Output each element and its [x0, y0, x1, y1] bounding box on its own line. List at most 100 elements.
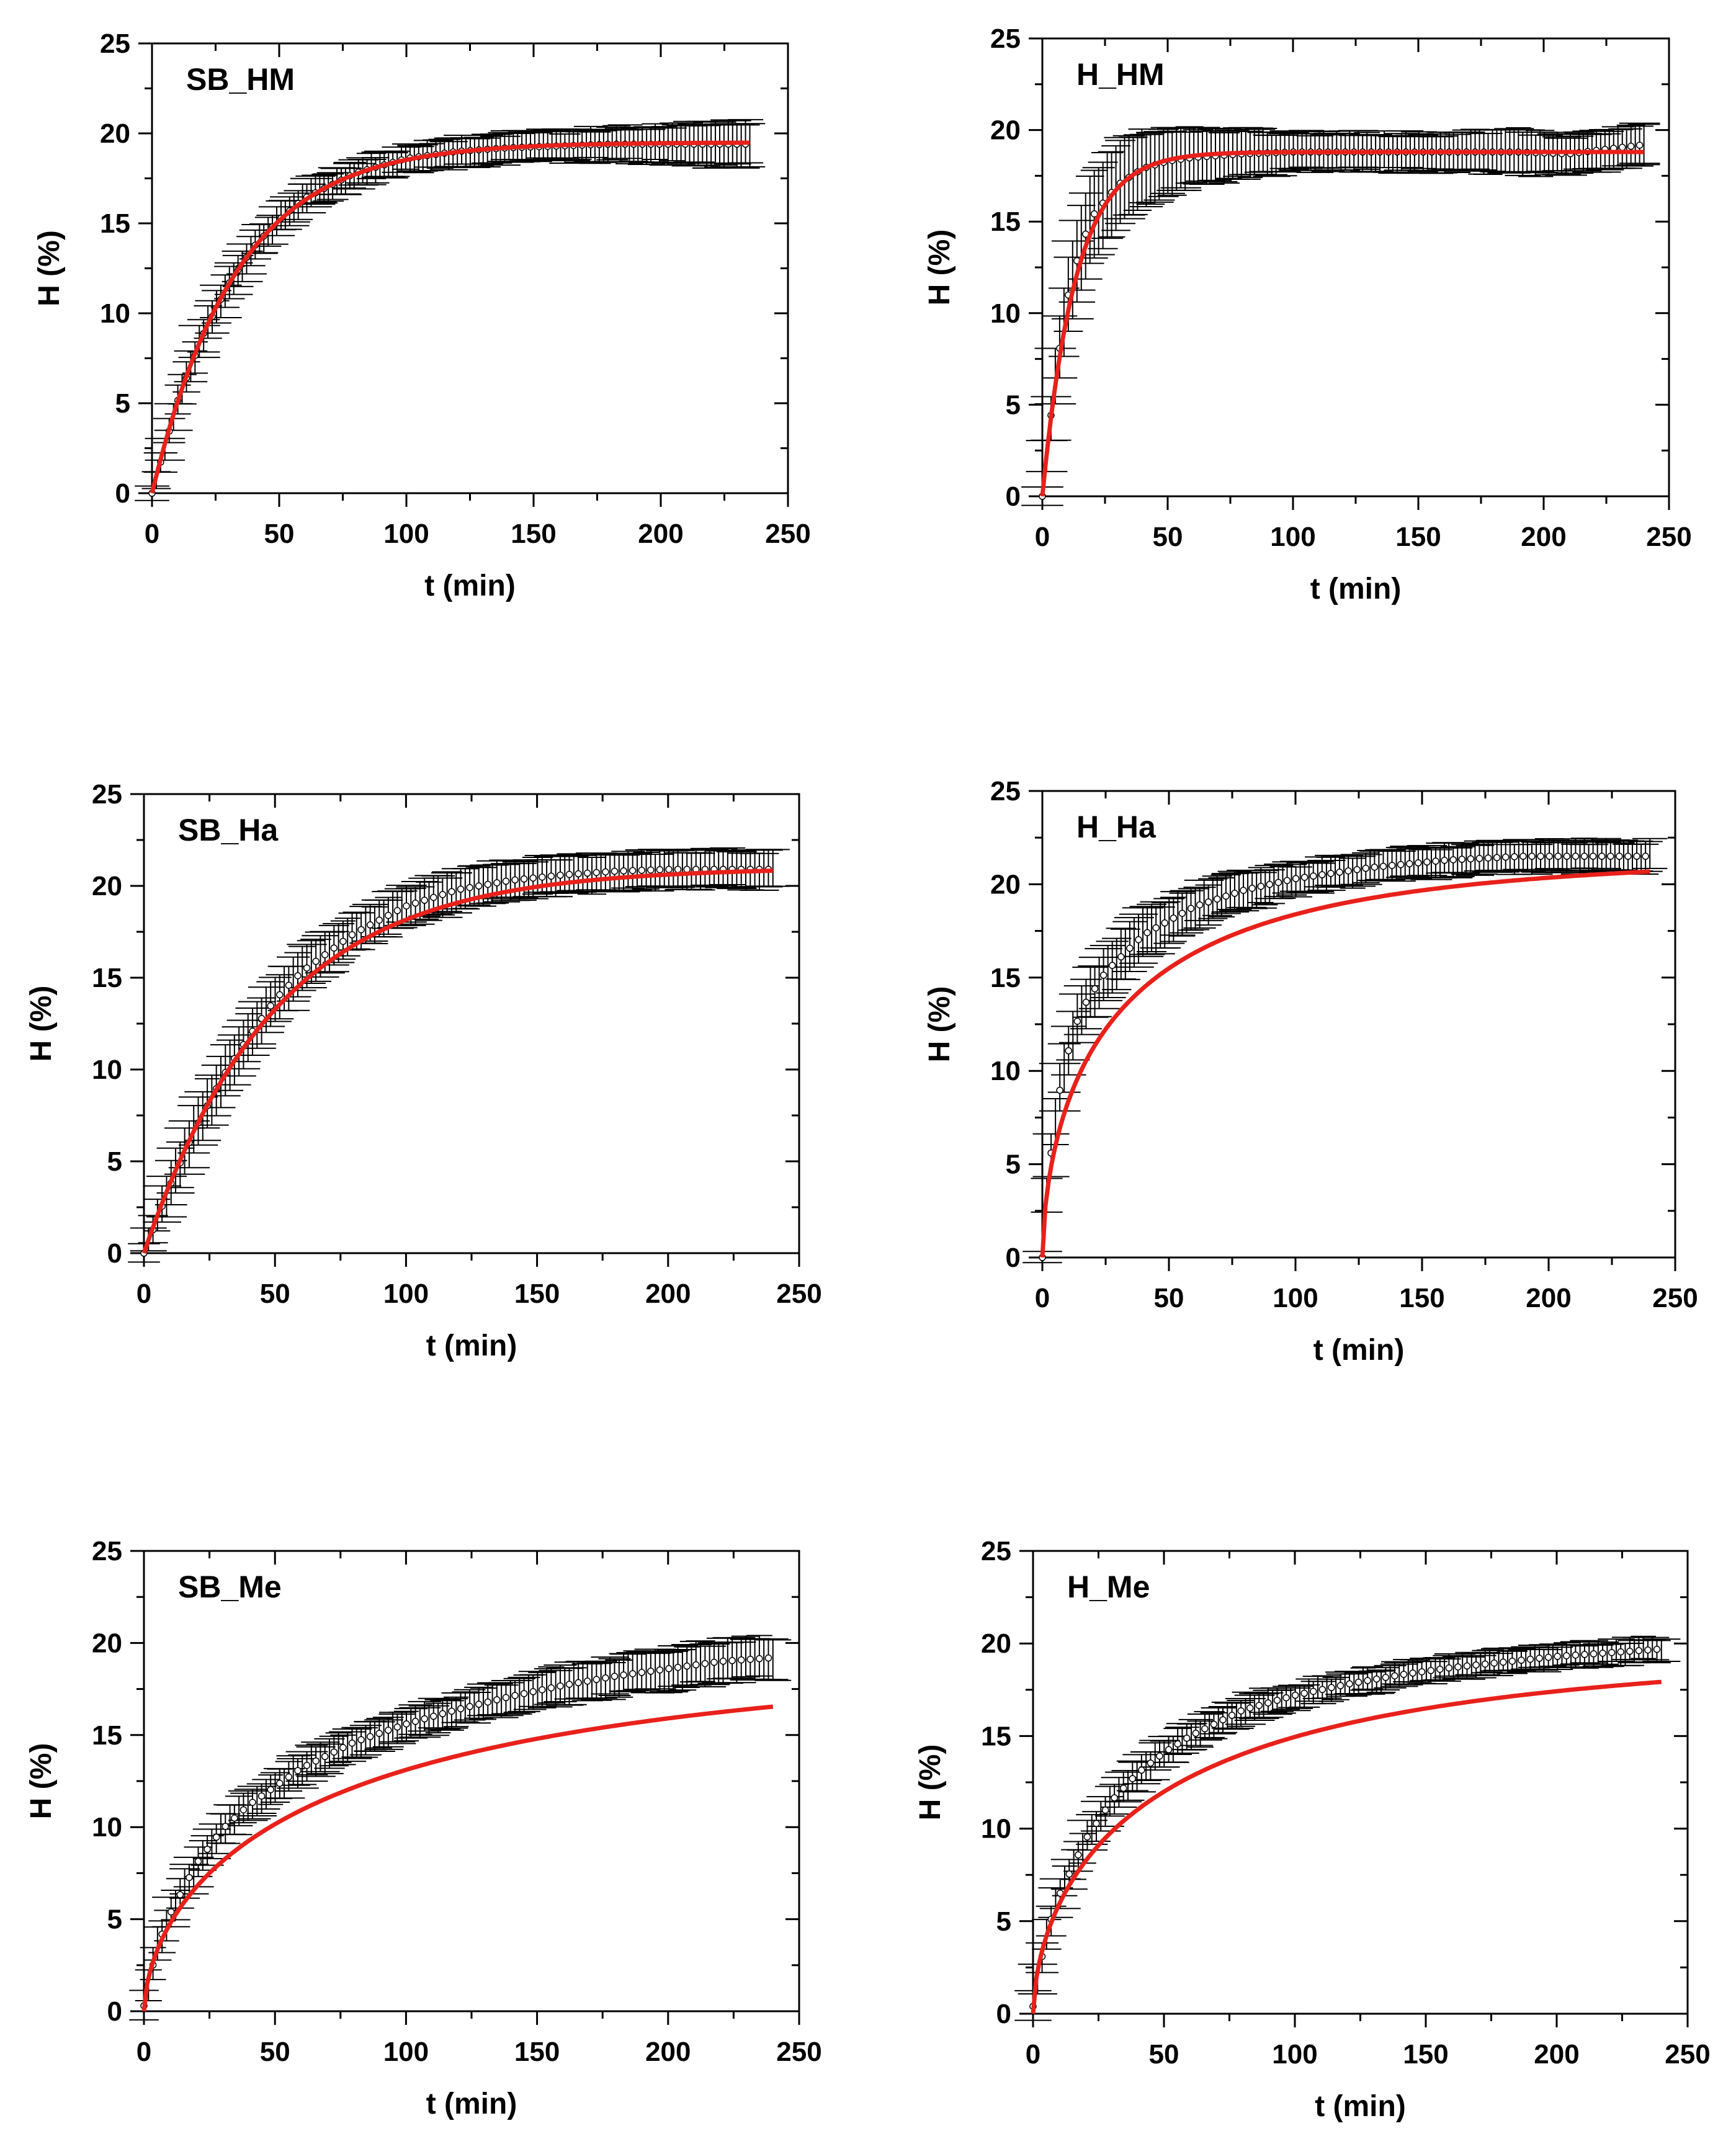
data-points [140, 1654, 772, 2009]
x-tick-label: 100 [1273, 1283, 1318, 1313]
data-point [1183, 1735, 1191, 1742]
data-point [1572, 852, 1580, 860]
data-point [1075, 1851, 1082, 1859]
data-point [1362, 864, 1370, 872]
data-point [647, 1668, 655, 1675]
data-point [457, 885, 465, 893]
data-point [1475, 855, 1483, 862]
data-point [1501, 853, 1510, 861]
fit-curve [1040, 150, 1644, 497]
data-point [1536, 1655, 1543, 1662]
y-tick-label: 5 [107, 1146, 122, 1177]
data-point [1624, 852, 1632, 860]
data-point [348, 1740, 356, 1747]
data-point [1345, 867, 1352, 875]
data-point [1083, 1833, 1091, 1841]
data-point [403, 1720, 410, 1728]
data-point [1336, 1682, 1345, 1689]
data-point [484, 880, 492, 888]
x-tick-label: 50 [260, 1279, 290, 1309]
data-point [1219, 1716, 1227, 1724]
data-point [1318, 871, 1326, 878]
y-tick-label: 20 [92, 1628, 122, 1658]
data-point [448, 1707, 455, 1715]
x-tick-label: 250 [1652, 1283, 1698, 1313]
panel-title: SB_Me [178, 1570, 282, 1604]
data-point [728, 1657, 736, 1664]
x-tick-label: 50 [1153, 522, 1183, 552]
data-point [1214, 895, 1221, 903]
x-tick-label: 250 [1646, 522, 1691, 552]
data-point [1143, 929, 1151, 937]
data-point [539, 1686, 546, 1694]
data-point [1409, 1669, 1416, 1677]
y-tick-label: 15 [92, 963, 122, 993]
data-point [1653, 1645, 1661, 1653]
data-point [756, 1655, 763, 1663]
data-point [1282, 1694, 1290, 1702]
chart-panel-sb-ha: 0 50 100 150 200 250 0 5 10 15 20 25 t (min) H (%) SB_… [25, 779, 822, 1362]
data-point [1607, 852, 1614, 860]
data-point [1405, 860, 1413, 868]
plot-frame [1041, 37, 1670, 498]
data-point [1257, 882, 1264, 890]
data-point [1589, 852, 1597, 860]
data-point [186, 1874, 193, 1882]
data-point [357, 926, 365, 934]
y-tick-label: 15 [981, 1721, 1011, 1751]
data-point [339, 937, 347, 945]
data-point [539, 873, 546, 881]
data-point [674, 1663, 682, 1671]
data-point [439, 891, 447, 898]
data-point [719, 1658, 727, 1665]
data-point [1500, 1658, 1507, 1666]
data-point [764, 1654, 772, 1662]
error-bars [135, 118, 766, 501]
data-point [674, 865, 682, 873]
data-point [565, 870, 573, 878]
data-point [1388, 862, 1396, 869]
data-point [1310, 1687, 1317, 1695]
x-tick-label: 200 [1521, 522, 1566, 552]
data-point [611, 1673, 619, 1680]
data-point [1327, 870, 1335, 877]
fit-curve [1031, 1679, 1662, 2014]
y-tick-label: 0 [107, 1238, 122, 1269]
data-point [330, 1748, 338, 1756]
data-point [1082, 998, 1090, 1006]
chart-panel-sb-me: 0 50 100 150 200 250 0 5 10 15 20 25 t (min) H (%) SB_… [25, 1536, 822, 2120]
data-point [267, 1002, 274, 1010]
x-tick-label: 200 [645, 1279, 691, 1309]
data-point [1508, 1657, 1516, 1665]
x-tick-label: 100 [383, 519, 429, 549]
y-tick-label: 0 [115, 478, 130, 509]
y-tick-label: 20 [100, 118, 130, 149]
data-point [1519, 852, 1527, 860]
error-bars [1021, 122, 1660, 506]
data-point [285, 981, 293, 989]
data-point [1642, 852, 1649, 860]
x-tick-label: 0 [136, 2037, 151, 2067]
y-tick-label: 20 [981, 1628, 1011, 1659]
data-point [267, 1786, 274, 1793]
data-point [466, 1703, 473, 1710]
y-tick-label: 15 [100, 208, 130, 239]
y-axis-title: H (%) [25, 986, 58, 1062]
data-point [1423, 858, 1431, 866]
data-point [276, 1779, 284, 1787]
data-point [1490, 1659, 1498, 1667]
data-point [1528, 852, 1536, 860]
data-point [221, 1823, 230, 1830]
data-point [737, 1656, 745, 1664]
fit-curve [150, 140, 750, 494]
data-point [1126, 944, 1134, 952]
plot-frame [151, 42, 789, 494]
data-point [620, 1671, 627, 1679]
x-tick-label: 250 [765, 519, 810, 549]
data-point [303, 964, 311, 972]
x-tick-label: 200 [645, 2037, 691, 2067]
data-point [231, 1814, 238, 1822]
data-point [683, 1662, 691, 1670]
data-point [692, 1661, 700, 1669]
data-point [430, 893, 437, 901]
